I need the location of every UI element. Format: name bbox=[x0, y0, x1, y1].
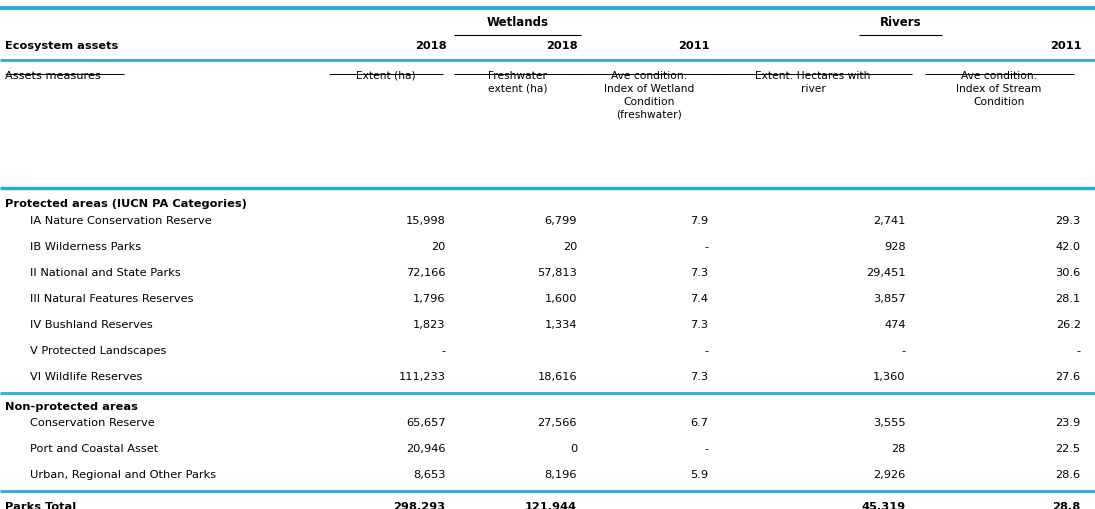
Text: 5.9: 5.9 bbox=[690, 470, 708, 480]
Text: 474: 474 bbox=[884, 320, 906, 330]
Text: 7.4: 7.4 bbox=[691, 294, 708, 304]
Text: 6.7: 6.7 bbox=[691, 418, 708, 428]
Text: 3,555: 3,555 bbox=[873, 418, 906, 428]
Text: -: - bbox=[901, 346, 906, 356]
Text: -: - bbox=[704, 444, 708, 454]
Text: IV Bushland Reserves: IV Bushland Reserves bbox=[30, 320, 152, 330]
Text: 29.3: 29.3 bbox=[1056, 216, 1081, 226]
Text: VI Wildlife Reserves: VI Wildlife Reserves bbox=[30, 372, 142, 382]
Text: 1,360: 1,360 bbox=[873, 372, 906, 382]
Text: 2,926: 2,926 bbox=[874, 470, 906, 480]
Text: 28.1: 28.1 bbox=[1056, 294, 1081, 304]
Text: 18,616: 18,616 bbox=[538, 372, 577, 382]
Text: 65,657: 65,657 bbox=[406, 418, 446, 428]
Text: 7.3: 7.3 bbox=[690, 372, 708, 382]
Text: 23.9: 23.9 bbox=[1056, 418, 1081, 428]
Text: 28.8: 28.8 bbox=[1052, 502, 1081, 509]
Text: 26.2: 26.2 bbox=[1056, 320, 1081, 330]
Text: 8,653: 8,653 bbox=[413, 470, 446, 480]
Text: 57,813: 57,813 bbox=[538, 268, 577, 278]
Text: 27,566: 27,566 bbox=[538, 418, 577, 428]
Text: IA Nature Conservation Reserve: IA Nature Conservation Reserve bbox=[30, 216, 211, 226]
Text: Rivers: Rivers bbox=[879, 15, 922, 29]
Text: Assets measures: Assets measures bbox=[5, 71, 102, 81]
Text: -: - bbox=[704, 242, 708, 252]
Text: 111,233: 111,233 bbox=[399, 372, 446, 382]
Text: Non-protected areas: Non-protected areas bbox=[5, 402, 138, 412]
Text: 7.3: 7.3 bbox=[690, 320, 708, 330]
Text: 2018: 2018 bbox=[546, 41, 578, 51]
Text: 20: 20 bbox=[563, 242, 577, 252]
Text: Protected areas (IUCN PA Categories): Protected areas (IUCN PA Categories) bbox=[5, 199, 247, 209]
Text: 7.9: 7.9 bbox=[690, 216, 708, 226]
Text: 7.3: 7.3 bbox=[690, 268, 708, 278]
Text: Ave condition:
Index of Stream
Condition: Ave condition: Index of Stream Condition bbox=[957, 71, 1041, 106]
Text: 28: 28 bbox=[891, 444, 906, 454]
Text: 15,998: 15,998 bbox=[406, 216, 446, 226]
Text: 1,334: 1,334 bbox=[544, 320, 577, 330]
Text: 6,799: 6,799 bbox=[544, 216, 577, 226]
Text: 3,857: 3,857 bbox=[873, 294, 906, 304]
Text: Parks Total: Parks Total bbox=[5, 502, 77, 509]
Text: Urban, Regional and Other Parks: Urban, Regional and Other Parks bbox=[30, 470, 216, 480]
Text: 20: 20 bbox=[431, 242, 446, 252]
Text: 27.6: 27.6 bbox=[1056, 372, 1081, 382]
Text: Conservation Reserve: Conservation Reserve bbox=[30, 418, 154, 428]
Text: IB Wilderness Parks: IB Wilderness Parks bbox=[30, 242, 140, 252]
Text: Freshwater
extent (ha): Freshwater extent (ha) bbox=[487, 71, 548, 94]
Text: 2018: 2018 bbox=[415, 41, 447, 51]
Text: 42.0: 42.0 bbox=[1056, 242, 1081, 252]
Text: 28.6: 28.6 bbox=[1056, 470, 1081, 480]
Text: Extent (ha): Extent (ha) bbox=[356, 71, 416, 81]
Text: Extent: Hectares with
river: Extent: Hectares with river bbox=[756, 71, 871, 94]
Text: Ave condition:
Index of Wetland
Condition
(freshwater): Ave condition: Index of Wetland Conditio… bbox=[603, 71, 694, 120]
Text: -: - bbox=[1076, 346, 1081, 356]
Text: 45,319: 45,319 bbox=[862, 502, 906, 509]
Text: 2011: 2011 bbox=[678, 41, 710, 51]
Text: 8,196: 8,196 bbox=[544, 470, 577, 480]
Text: 928: 928 bbox=[884, 242, 906, 252]
Text: 29,451: 29,451 bbox=[866, 268, 906, 278]
Text: 72,166: 72,166 bbox=[406, 268, 446, 278]
Text: Port and Coastal Asset: Port and Coastal Asset bbox=[30, 444, 158, 454]
Text: 20,946: 20,946 bbox=[406, 444, 446, 454]
Text: Ecosystem assets: Ecosystem assets bbox=[5, 41, 118, 51]
Text: Wetlands: Wetlands bbox=[486, 15, 549, 29]
Text: 1,600: 1,600 bbox=[544, 294, 577, 304]
Text: 2011: 2011 bbox=[1050, 41, 1082, 51]
Text: V Protected Landscapes: V Protected Landscapes bbox=[30, 346, 166, 356]
Text: III Natural Features Reserves: III Natural Features Reserves bbox=[30, 294, 193, 304]
Text: 2,741: 2,741 bbox=[873, 216, 906, 226]
Text: -: - bbox=[441, 346, 446, 356]
Text: 22.5: 22.5 bbox=[1056, 444, 1081, 454]
Text: 298,293: 298,293 bbox=[393, 502, 446, 509]
Text: 1,796: 1,796 bbox=[413, 294, 446, 304]
Text: 30.6: 30.6 bbox=[1056, 268, 1081, 278]
Text: 121,944: 121,944 bbox=[526, 502, 577, 509]
Text: II National and State Parks: II National and State Parks bbox=[30, 268, 181, 278]
Text: 1,823: 1,823 bbox=[413, 320, 446, 330]
Text: 0: 0 bbox=[569, 444, 577, 454]
Text: -: - bbox=[704, 346, 708, 356]
